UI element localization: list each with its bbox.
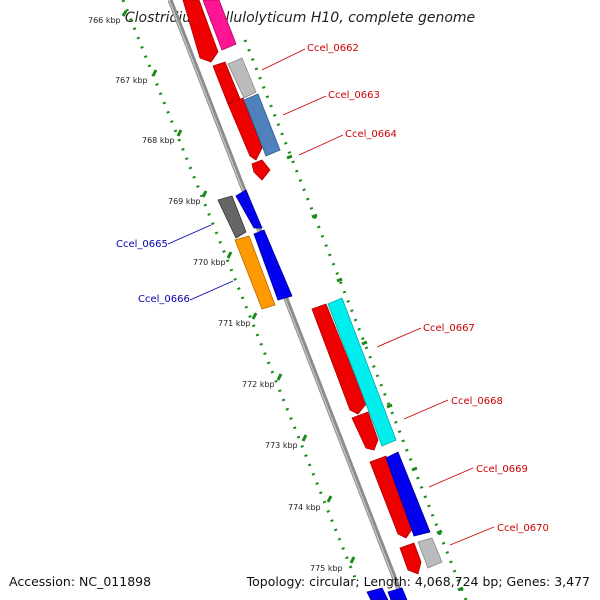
gene-red[interactable]: [369, 455, 414, 539]
tick-label-768: 768 kbp: [142, 136, 175, 145]
gene-gray[interactable]: [217, 195, 247, 239]
gene-cyan[interactable]: [327, 297, 397, 447]
left-ruler-line: [121, 0, 357, 579]
gene-label-ccel-0669[interactable]: Ccel_0669: [476, 464, 528, 475]
gene-blue[interactable]: [387, 587, 408, 600]
gene-label-ccel-0663[interactable]: Ccel_0663: [328, 90, 380, 101]
gene-orange[interactable]: [234, 235, 276, 310]
left-ruler-ticks: [121, 10, 356, 564]
tick-label-771: 771 kbp: [218, 319, 251, 328]
gene-label-ccel-0662[interactable]: Ccel_0662: [307, 43, 359, 54]
forward-strand-genes: [202, 0, 443, 600]
tick-label-770: 770 kbp: [193, 258, 226, 267]
tick-label-769: 769 kbp: [168, 197, 201, 206]
right-ruler-ticks: [286, 154, 464, 592]
gene-blue[interactable]: [253, 229, 293, 301]
gene-red[interactable]: [311, 303, 367, 415]
gene-blue[interactable]: [366, 587, 389, 600]
tick-label-767: 767 kbp: [115, 76, 148, 85]
gene-blue[interactable]: [385, 451, 431, 537]
gene-label-ccel-0670[interactable]: Ccel_0670: [497, 523, 549, 534]
gene-steelblue[interactable]: [243, 93, 281, 157]
gene-red[interactable]: [227, 97, 263, 161]
accession-text: Accession: NC_011898: [9, 574, 152, 589]
gene-red[interactable]: [351, 411, 379, 451]
right-ruler-line: [243, 39, 468, 600]
gene-blue[interactable]: [235, 189, 263, 229]
tick-label-772: 772 kbp: [242, 380, 275, 389]
tick-label-775: 775 kbp: [310, 564, 343, 573]
reverse-strand-genes: [182, 0, 422, 575]
genome-backbone: [167, 0, 406, 600]
gene-red[interactable]: [251, 159, 271, 181]
gene-lightgray[interactable]: [417, 537, 443, 569]
tick-label-766: 766 kbp: [88, 16, 121, 25]
gene-label-ccel-0666[interactable]: Ccel_0666: [138, 294, 190, 305]
gene-red[interactable]: [399, 542, 422, 575]
gene-label-ccel-0664[interactable]: Ccel_0664: [345, 129, 397, 140]
gene-label-ccel-0667[interactable]: Ccel_0667: [423, 323, 475, 334]
callout-lines: [167, 48, 495, 546]
tick-label-774: 774 kbp: [288, 503, 321, 512]
gene-label-ccel-0668[interactable]: Ccel_0668: [451, 396, 503, 407]
gene-red[interactable]: [182, 0, 219, 63]
tick-label-773: 773 kbp: [265, 441, 298, 450]
gene-label-ccel-0665[interactable]: Ccel_0665: [116, 239, 168, 250]
genome-summary-text: Topology: circular; Length: 4,068,724 bp…: [246, 574, 590, 589]
gene-magenta[interactable]: [202, 0, 237, 51]
gene-lightgray[interactable]: [227, 57, 257, 99]
